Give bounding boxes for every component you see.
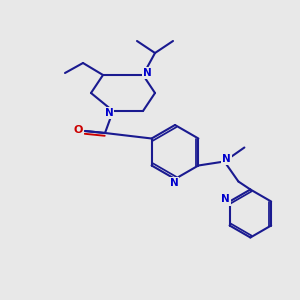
- Text: N: N: [222, 154, 231, 164]
- Text: N: N: [221, 194, 230, 205]
- Text: N: N: [142, 68, 152, 78]
- Text: N: N: [169, 178, 178, 188]
- Text: O: O: [73, 125, 83, 135]
- Text: N: N: [105, 108, 113, 118]
